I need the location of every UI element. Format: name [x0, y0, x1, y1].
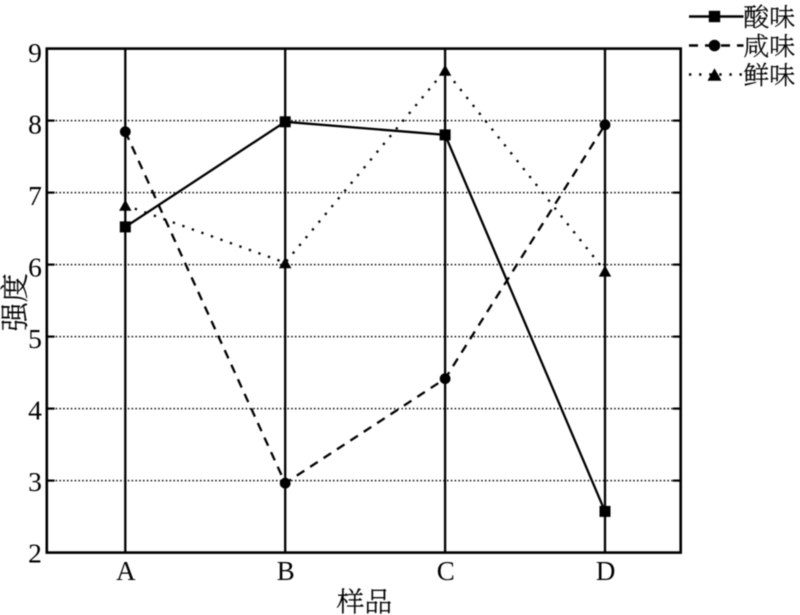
svg-text:5: 5 — [28, 323, 42, 354]
svg-text:9: 9 — [28, 37, 42, 68]
svg-text:4: 4 — [28, 395, 42, 426]
svg-text:6: 6 — [28, 251, 42, 282]
svg-text:2: 2 — [28, 538, 42, 569]
svg-text:3: 3 — [28, 466, 42, 497]
svg-text:D: D — [596, 556, 616, 586]
svg-text:B: B — [277, 556, 295, 586]
svg-text:A: A — [116, 556, 136, 586]
svg-text:C: C — [437, 556, 455, 586]
svg-text:8: 8 — [28, 108, 42, 139]
svg-text:7: 7 — [28, 180, 42, 211]
